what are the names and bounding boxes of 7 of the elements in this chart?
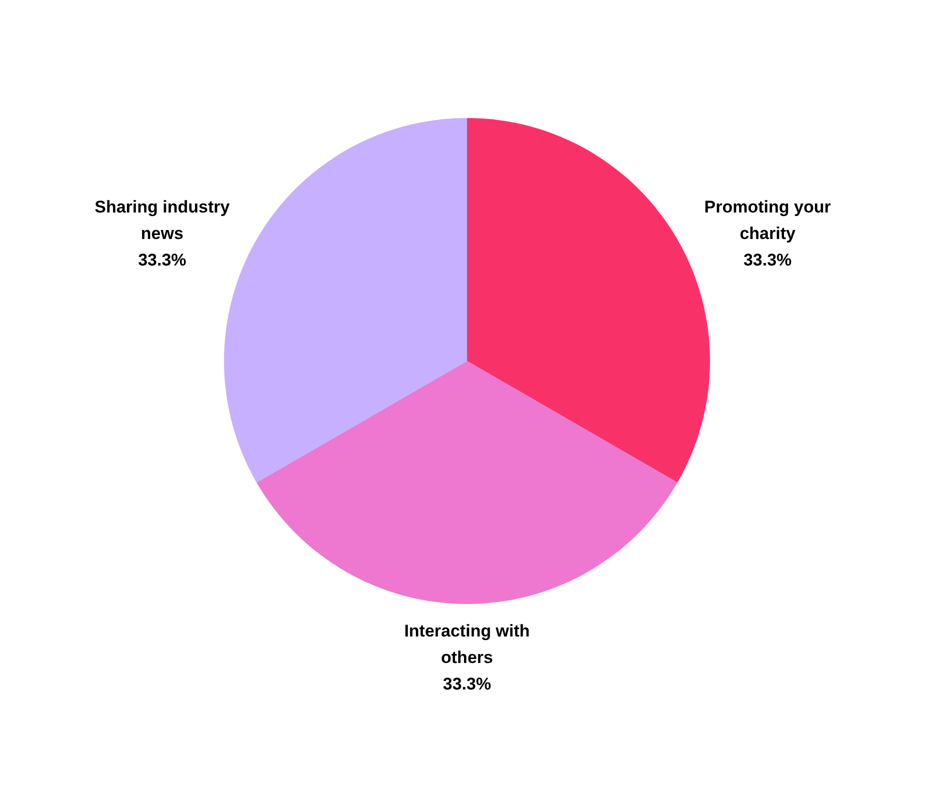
data-label: 33.3% <box>138 250 186 270</box>
slice-label: Sharing industry news <box>94 198 230 243</box>
data-label: 33.3% <box>743 250 792 270</box>
slice-label: Promoting your charity <box>704 198 832 243</box>
data-label: 33.3% <box>442 674 492 694</box>
slice-label: Interacting with others <box>404 622 530 667</box>
pie-slice <box>256 361 678 604</box>
